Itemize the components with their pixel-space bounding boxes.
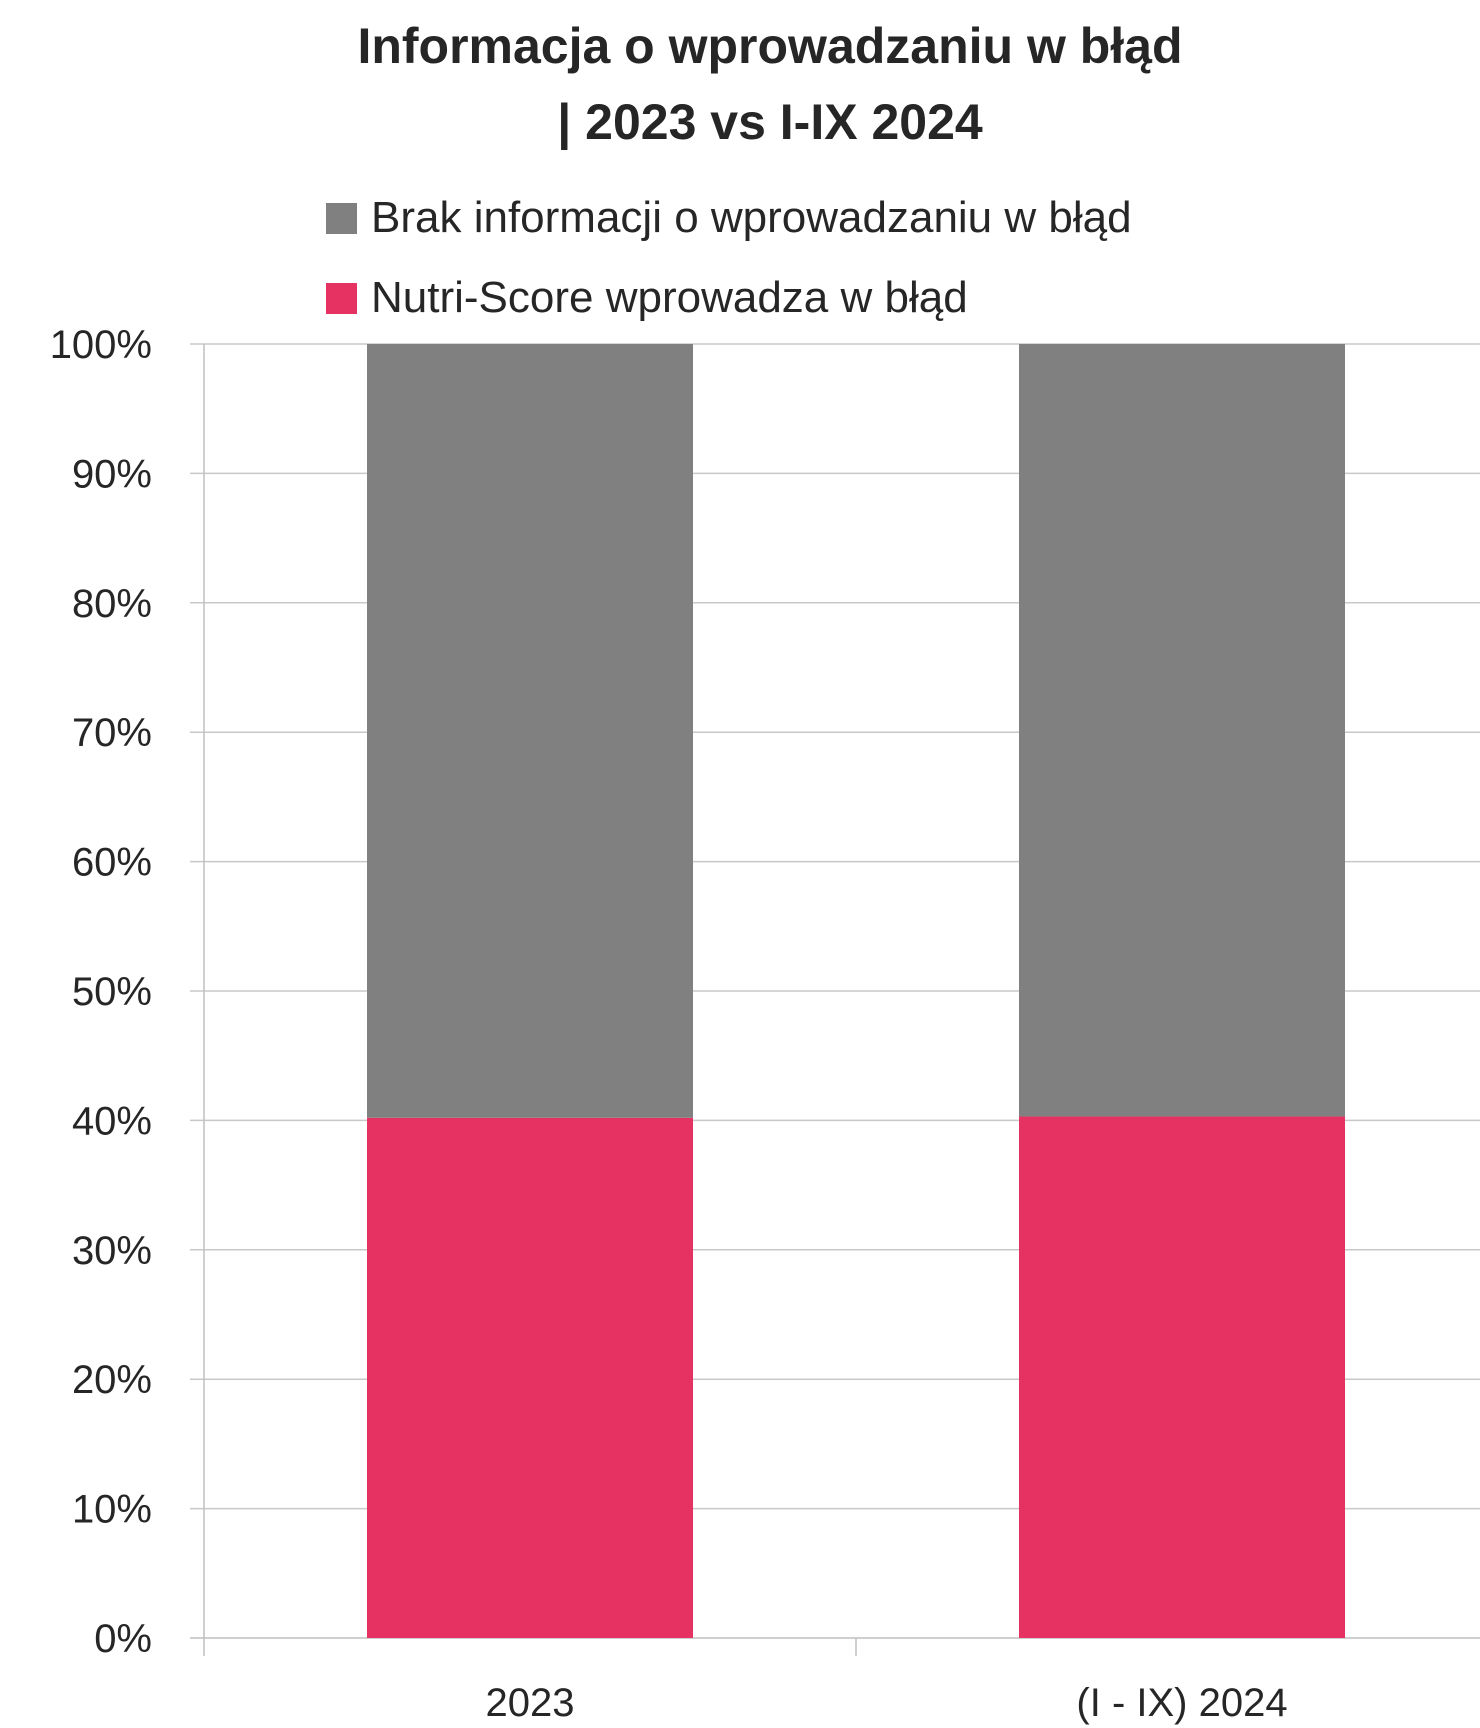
bar-segment (1019, 344, 1345, 1117)
y-tick-label: 40% (72, 1099, 152, 1143)
legend-item-nutri-score: Nutri-Score wprowadza w błąd (326, 258, 1132, 338)
bar-segment (367, 1117, 693, 1638)
y-tick-label: 100% (50, 323, 152, 367)
y-tick-label: 80% (72, 582, 152, 626)
y-tick-label: 10% (72, 1488, 152, 1532)
y-tick-label: 20% (72, 1358, 152, 1402)
x-tick-label: (I - IX) 2024 (1076, 1681, 1287, 1725)
chart-legend: Brak informacji o wprowadzaniu w błąd Nu… (326, 178, 1132, 338)
chart-title-line-2: | 2023 vs I-IX 2024 (557, 94, 983, 150)
y-tick-label: 90% (72, 452, 152, 496)
y-tick-label: 70% (72, 711, 152, 755)
legend-swatch-nutri-score (326, 282, 357, 314)
legend-swatch-brak (326, 202, 357, 234)
y-tick-label: 0% (94, 1617, 152, 1661)
y-tick-label: 60% (72, 841, 152, 885)
legend-label-brak: Brak informacji o wprowadzaniu w błąd (371, 193, 1132, 242)
bar-segment (367, 344, 693, 1118)
y-tick-label: 30% (72, 1229, 152, 1273)
chart-title-line-1: Informacja o wprowadzaniu w błąd (357, 18, 1183, 74)
x-tick-label: 2023 (486, 1681, 575, 1725)
legend-item-brak: Brak informacji o wprowadzaniu w błąd (326, 178, 1132, 258)
y-tick-label: 50% (72, 970, 152, 1014)
bar-segment (1019, 1116, 1345, 1638)
chart-title: Informacja o wprowadzaniu w błąd | 2023 … (0, 8, 1480, 160)
legend-label-nutri-score: Nutri-Score wprowadza w błąd (371, 273, 968, 322)
